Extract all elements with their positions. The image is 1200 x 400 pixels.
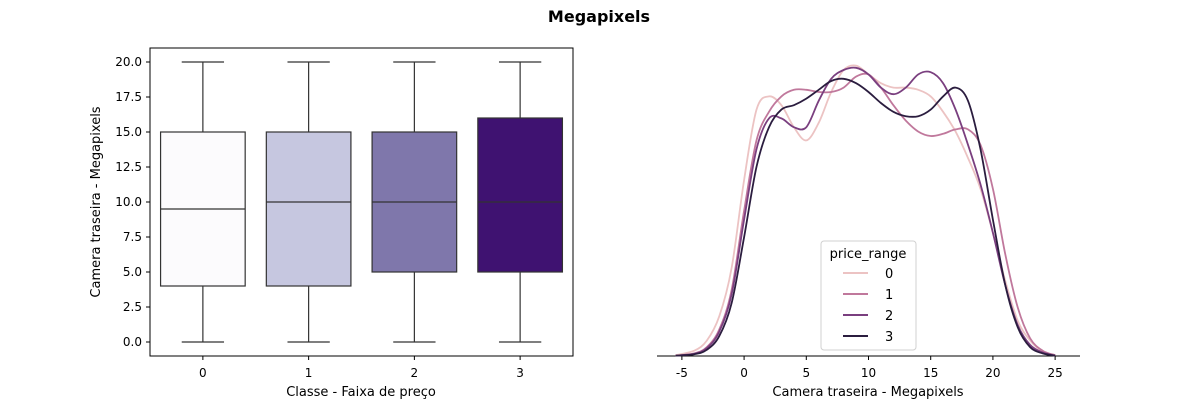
kde-x-tick-label: 15 <box>923 366 938 380</box>
box-body <box>265 131 352 287</box>
kde-x-tick-label: 25 <box>1047 366 1062 380</box>
box-1 <box>265 61 352 343</box>
boxplot-x-tick-label: 3 <box>516 366 524 380</box>
boxplot-y-tick-label: 5.0 <box>123 265 142 279</box>
boxplot-y-tick-label: 12.5 <box>115 160 142 174</box>
boxplot-y-tick-label: 17.5 <box>115 90 142 104</box>
kde-x-axis-label: Camera traseira - Megapixels <box>772 385 963 400</box>
kde-series-lines <box>675 64 1056 357</box>
legend-label: 1 <box>885 288 893 303</box>
boxplot-y-axis-label: Camera traseira - Megapixels <box>89 106 104 297</box>
boxplot-y-tick-label: 2.5 <box>123 300 142 314</box>
boxplot-boxes <box>159 61 564 343</box>
legend-entry-3: 3 <box>843 330 893 345</box>
box-3 <box>477 61 564 343</box>
legend-label: 3 <box>885 330 893 345</box>
boxplot-x-tick-label: 0 <box>199 366 207 380</box>
legend-title: price_range <box>830 247 907 262</box>
kde-x-tick-label: 0 <box>740 366 748 380</box>
boxplot-y-tick-label: 20.0 <box>115 55 142 69</box>
kde-line-2 <box>675 66 1056 357</box>
boxplot-x-ticks: 0 1 2 3 <box>199 356 524 380</box>
boxplot-y-tick-label: 7.5 <box>123 230 142 244</box>
legend-entries: 0 1 2 3 <box>843 267 893 345</box>
kde-x-tick-label: 10 <box>861 366 876 380</box>
box-body <box>477 117 564 273</box>
box-0 <box>159 61 246 343</box>
kde-line-3 <box>675 77 1056 357</box>
boxplot-y-ticks: 0.0 2.5 5.0 7.5 10.0 12.5 15.0 17.5 20.0 <box>115 55 150 349</box>
legend-entry-1: 1 <box>843 288 893 303</box>
boxplot-x-tick-label: 1 <box>305 366 313 380</box>
boxplot-x-tick-label: 2 <box>411 366 419 380</box>
legend-entry-2: 2 <box>843 309 893 324</box>
kde-x-tick-label: 20 <box>985 366 1000 380</box>
kde-x-ticks: -5 0 5 10 15 20 25 <box>676 356 1063 380</box>
figure-title: Megapixels <box>548 7 650 26</box>
boxplot-y-tick-label: 10.0 <box>115 195 142 209</box>
legend-entry-0: 0 <box>843 267 893 282</box>
kde-panel: -5 0 5 10 15 20 25 Camera traseira - Megapixel… <box>657 64 1080 400</box>
box-2 <box>371 61 458 343</box>
legend: price_range 0 1 2 3 <box>820 240 917 351</box>
boxplot-panel: 0.0 2.5 5.0 7.5 10.0 12.5 15.0 17.5 20.0 0 1 2 3 Cl… <box>89 47 574 400</box>
boxplot-y-tick-label: 15.0 <box>115 125 142 139</box>
legend-label: 0 <box>885 267 893 282</box>
boxplot-y-tick-label: 0.0 <box>123 335 142 349</box>
boxplot-x-axis-label: Classe - Faixa de preço <box>286 385 436 400</box>
legend-label: 2 <box>885 309 893 324</box>
legend-frame <box>820 240 917 351</box>
kde-x-tick-label: 5 <box>802 366 810 380</box>
kde-x-tick-label: -5 <box>676 366 688 380</box>
